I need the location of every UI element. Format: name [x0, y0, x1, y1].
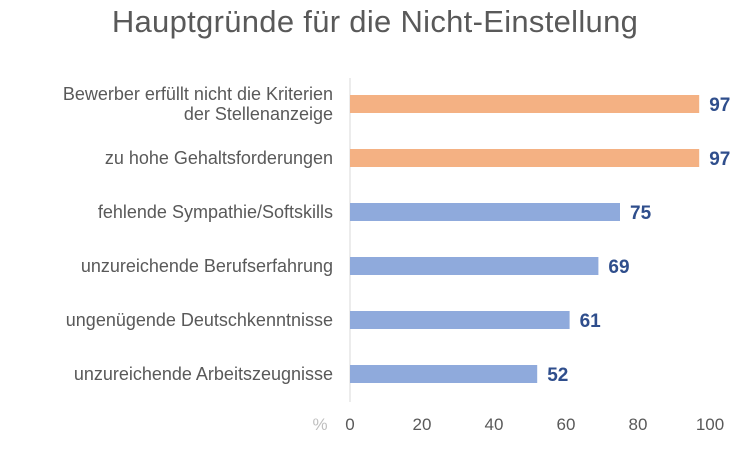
category-label-line: unzureichende Arbeitszeugnisse [74, 364, 333, 384]
category-label-3: unzureichende Berufserfahrung [81, 256, 333, 276]
bar-3 [350, 257, 599, 275]
x-tick-label-4: 80 [629, 415, 648, 434]
bar-1 [350, 149, 700, 167]
x-tick-label-1: 20 [413, 415, 432, 434]
category-label-0: Bewerber erfüllt nicht die Kriterien der … [63, 84, 333, 124]
category-label-4: ungenügende Deutschkenntnisse [66, 310, 333, 330]
value-label-4: 61 [580, 311, 602, 332]
category-label-1: zu hohe Gehaltsforderungen [105, 148, 333, 168]
bars-group [350, 95, 700, 383]
unit-label: % [312, 415, 327, 434]
value-label-2: 75 [630, 203, 652, 224]
x-tick-label-0: 0 [345, 415, 354, 434]
value-label-3: 69 [608, 257, 629, 278]
category-label-line: der Stellenanzeige [184, 104, 333, 124]
value-label-0: 97 [709, 95, 730, 116]
bar-5 [350, 365, 538, 383]
value-label-1: 97 [709, 149, 730, 170]
category-label-line: Bewerber erfüllt nicht die Kriterien [63, 84, 333, 104]
x-axis: 0 20 40 60 80 100% [312, 415, 724, 434]
x-tick-label-3: 60 [557, 415, 576, 434]
labels-group: 97 Bewerber erfüllt nicht die Kriterien de… [63, 84, 730, 386]
category-label-2: fehlende Sympathie/Softskills [98, 202, 333, 222]
bar-0 [350, 95, 700, 113]
bar-2 [350, 203, 620, 221]
category-label-line: ungenügende Deutschkenntnisse [66, 310, 333, 330]
category-label-line: unzureichende Berufserfahrung [81, 256, 333, 276]
category-label-5: unzureichende Arbeitszeugnisse [74, 364, 333, 384]
category-label-line: zu hohe Gehaltsforderungen [105, 148, 333, 168]
chart-title: Hauptgründe für die Nicht-Einstellung [111, 4, 639, 39]
x-tick-label-2: 40 [485, 415, 504, 434]
bar-4 [350, 311, 570, 329]
category-label-line: fehlende Sympathie/Softskills [98, 202, 333, 222]
x-tick-label-5: 100 [696, 415, 724, 434]
value-label-5: 52 [547, 365, 568, 386]
